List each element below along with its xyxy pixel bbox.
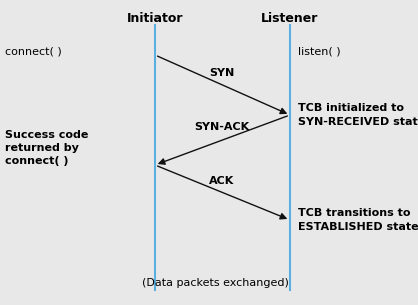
Text: Initiator: Initiator bbox=[127, 12, 183, 25]
Text: TCB initialized to
SYN-RECEIVED state: TCB initialized to SYN-RECEIVED state bbox=[298, 103, 418, 127]
Text: listen( ): listen( ) bbox=[298, 47, 341, 57]
Text: SYN: SYN bbox=[209, 68, 234, 78]
Text: (Data packets exchanged): (Data packets exchanged) bbox=[142, 278, 288, 288]
Text: Success code
returned by
connect( ): Success code returned by connect( ) bbox=[5, 130, 88, 166]
Text: Listener: Listener bbox=[261, 12, 319, 25]
Text: SYN-ACK: SYN-ACK bbox=[194, 122, 250, 132]
Text: ACK: ACK bbox=[209, 176, 234, 186]
Text: TCB transitions to
ESTABLISHED state: TCB transitions to ESTABLISHED state bbox=[298, 208, 418, 231]
Text: connect( ): connect( ) bbox=[5, 47, 62, 57]
